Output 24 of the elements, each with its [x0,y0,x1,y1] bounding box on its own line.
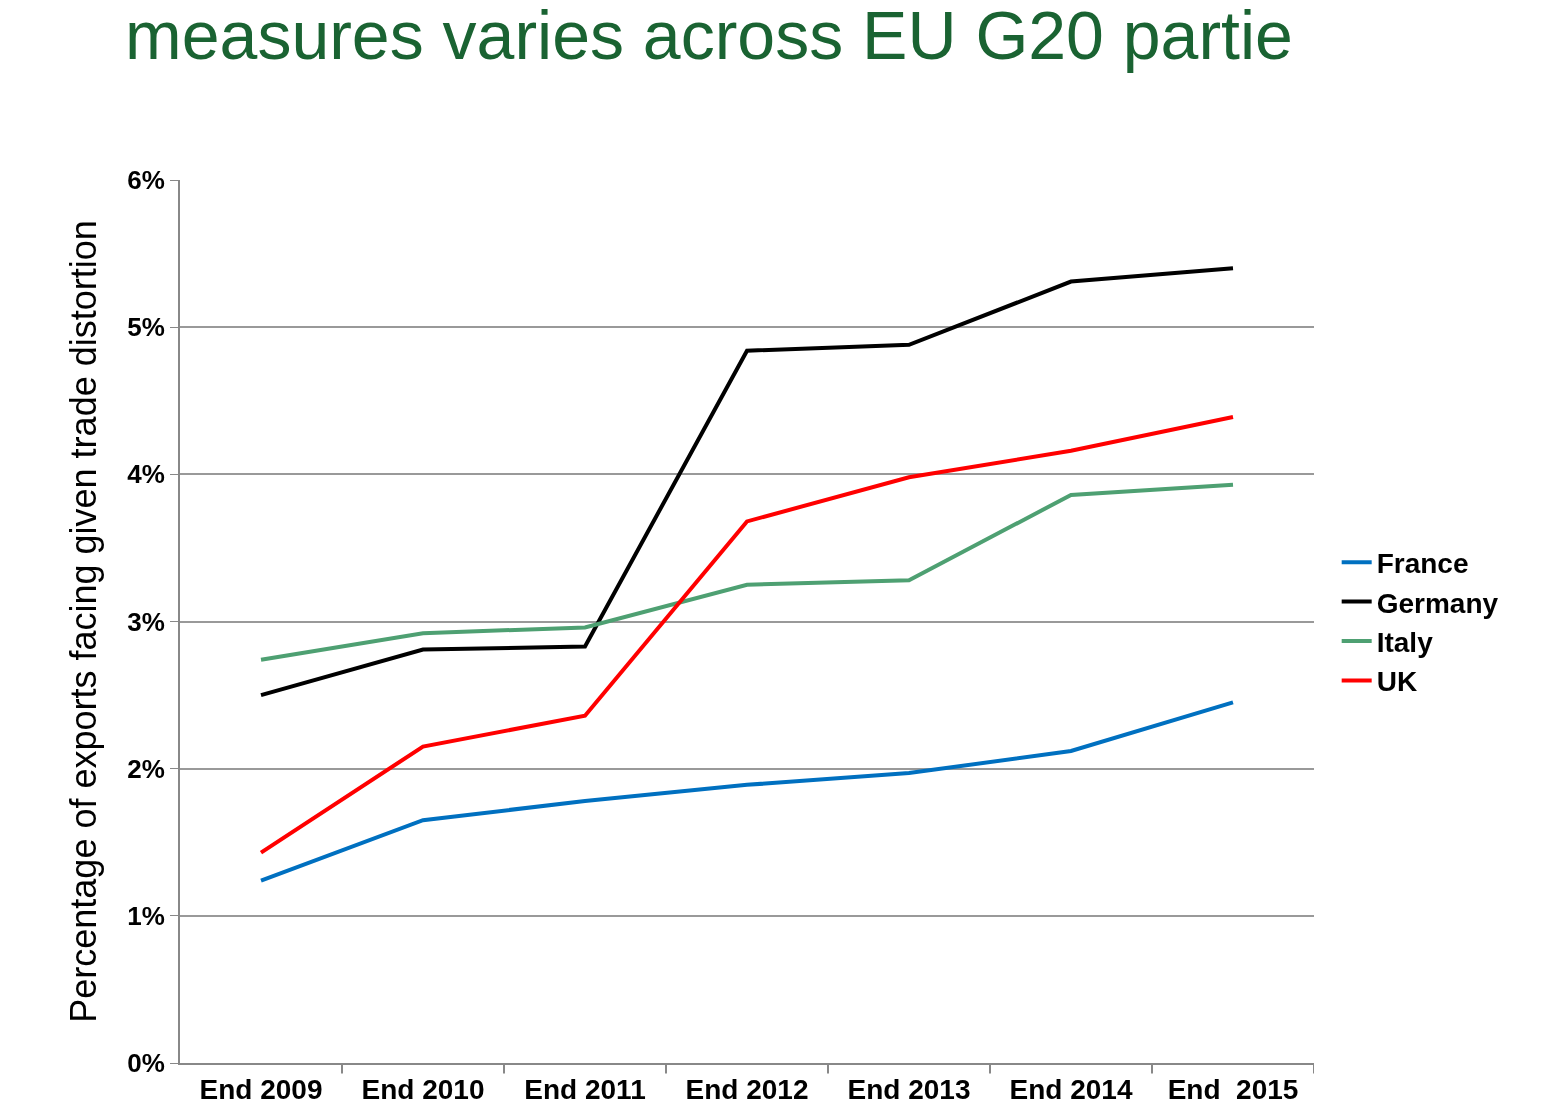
y-tick-label: 6% [127,165,165,196]
x-tick-label: End 2012 [685,1073,809,1105]
chart-title: measures varies across EU G20 partie [125,0,1293,73]
legend-label: UK [1376,666,1418,698]
y-tick-label: 0% [127,1048,165,1079]
x-tick-label: End 2015 [1167,1073,1299,1105]
y-tick-label: 3% [127,606,165,637]
y-tick-label: 1% [127,900,165,931]
line-series [259,482,1235,662]
y-tick-label: 4% [127,459,165,490]
x-tick-label: End 2014 [1009,1073,1133,1105]
x-tick-label: End 2010 [361,1073,485,1105]
line-series [259,700,1235,883]
y-tick-label: 5% [127,312,165,343]
line-series [259,266,1235,698]
x-tick-label: End 2013 [847,1073,971,1105]
line-series [259,414,1235,855]
x-tick-label: End 2011 [524,1073,646,1105]
legend-label: Germany [1376,587,1499,619]
legend-label: France [1376,548,1469,580]
y-axis-title: Percentage of exports facing given trade distortion [62,220,104,1023]
y-tick-label: 2% [127,753,165,784]
x-tick-label: End 2009 [199,1073,323,1105]
legend-label: Italy [1376,626,1434,658]
